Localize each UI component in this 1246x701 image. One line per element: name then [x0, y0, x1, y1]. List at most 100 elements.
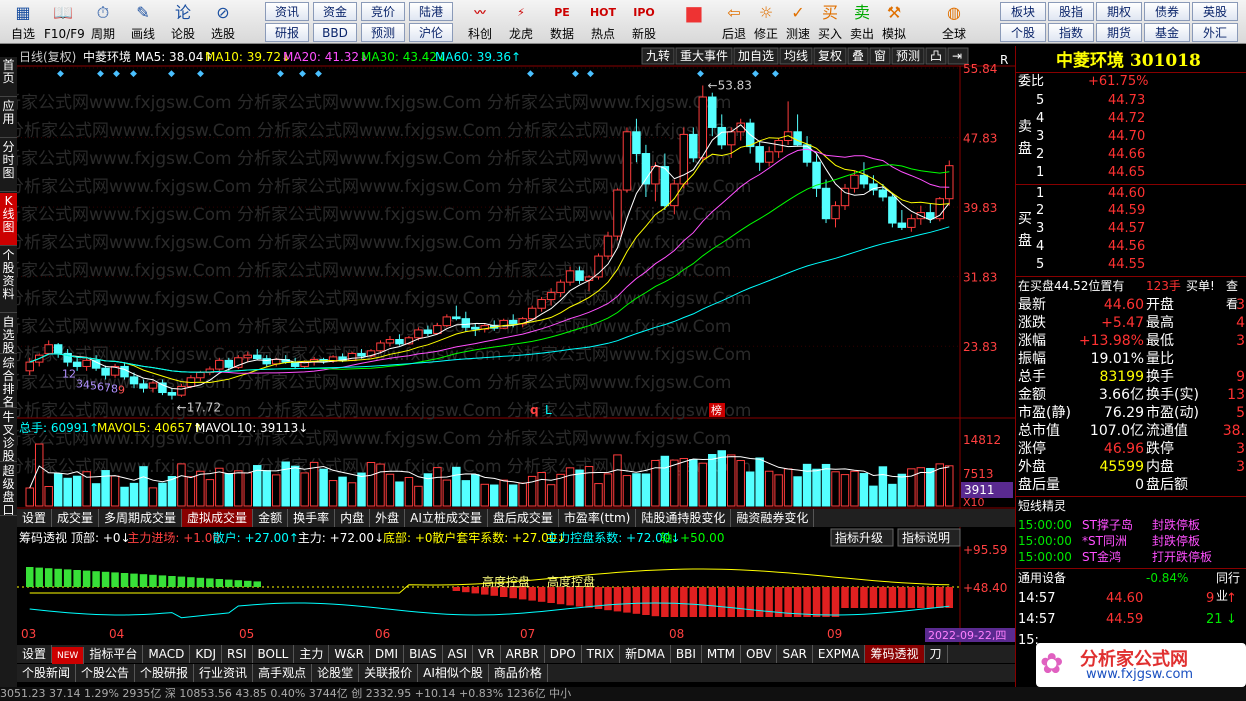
- toolbar-market-button[interactable]: 基金: [1144, 23, 1190, 42]
- industry-button[interactable]: 同行业: [1216, 571, 1241, 603]
- tab-item[interactable]: AI立桩成交量: [405, 509, 488, 527]
- chart-tool-button[interactable]: [891, 47, 925, 65]
- tab-item[interactable]: 陆股通持股变化: [636, 509, 732, 527]
- toolbar-grid-button[interactable]: 研报: [265, 23, 309, 42]
- toolbar-grid-button[interactable]: BBD: [313, 23, 357, 42]
- buy-level-row[interactable]: 4 44.56: [1016, 238, 1246, 256]
- toolbar-clock-button[interactable]: ⏱ 周期: [84, 0, 122, 44]
- tab-item[interactable]: ARBR: [501, 645, 545, 663]
- tab-item[interactable]: 关联报价: [359, 664, 419, 682]
- toolbar-grid-button[interactable]: 预测: [361, 23, 405, 42]
- toolbar-pe-button[interactable]: PE 数据: [542, 0, 582, 44]
- tab-item[interactable]: BIAS: [404, 645, 443, 663]
- tab-item[interactable]: AI相似个股: [418, 664, 489, 682]
- toolbar-market-button[interactable]: 期货: [1096, 23, 1142, 42]
- tab-item[interactable]: 外盘: [370, 509, 406, 527]
- chart-tool-button[interactable]: [813, 47, 847, 65]
- tab-item[interactable]: EXPMA: [813, 645, 866, 663]
- indicator-help-button[interactable]: [897, 528, 961, 547]
- buy-level-row[interactable]: 3 44.57: [1016, 220, 1246, 238]
- toolbar-market-button[interactable]: 期权: [1096, 2, 1142, 21]
- tab-item[interactable]: 指标平台: [84, 645, 144, 663]
- tab-item[interactable]: 设置: [17, 645, 53, 663]
- color-grid-button[interactable]: ■: [674, 0, 714, 44]
- sprite-row[interactable]: 15:00:00 ST金鸿 打开跌停板: [1016, 548, 1246, 566]
- toolbar-hammer-button[interactable]: ⚒ 模拟: [878, 0, 910, 44]
- toolbar-sell-button[interactable]: 卖卖出: [846, 0, 878, 44]
- sprite-row[interactable]: 15:00:00 ST撑子岛 封跌停板: [1016, 516, 1246, 534]
- left-nav-item[interactable]: 分时图: [0, 139, 17, 192]
- tab-item[interactable]: MACD: [143, 645, 191, 663]
- tab-item[interactable]: 个股公告: [76, 664, 136, 682]
- chart-tool-button[interactable]: [869, 47, 891, 65]
- toolbar-f10-button[interactable]: 📖 F10/F9: [44, 0, 85, 44]
- toolbar-dragon-button[interactable]: ⚡ 龙虎: [501, 0, 541, 44]
- toolbar-grid-button[interactable]: 沪伦: [409, 23, 453, 42]
- tab-item[interactable]: 个股研报: [135, 664, 195, 682]
- tab-item[interactable]: DPO: [545, 645, 582, 663]
- tab-item[interactable]: 高手观点: [253, 664, 313, 682]
- chart-tool-button[interactable]: [947, 47, 969, 65]
- toolbar-market-button[interactable]: 股指: [1048, 2, 1094, 21]
- toolbar-chart-button[interactable]: 〰科创: [460, 0, 500, 44]
- tab-item[interactable]: RSI: [222, 645, 253, 663]
- industry-row[interactable]: 通用设备 -0.84% 同行业: [1016, 568, 1246, 603]
- buy-level-row[interactable]: 5 44.55: [1016, 256, 1246, 274]
- tab-item[interactable]: VR: [473, 645, 501, 663]
- toolbar-market-button[interactable]: 英股: [1192, 2, 1238, 21]
- tab-item[interactable]: 内盘: [335, 509, 371, 527]
- sprite-title-row[interactable]: 短线精灵: [1016, 496, 1246, 514]
- tab-item[interactable]: BBI: [671, 645, 702, 663]
- tab-item[interactable]: 筹码透视: [865, 645, 925, 663]
- tab-item[interactable]: 虚拟成交量: [182, 509, 254, 527]
- toolbar-buy-button[interactable]: 买买入: [814, 0, 846, 44]
- toolbar-forum-button[interactable]: 论论股: [164, 0, 202, 44]
- tab-item[interactable]: BOLL: [253, 645, 295, 663]
- toolbar-market-button[interactable]: 指数: [1048, 23, 1094, 42]
- toolbar-market-button[interactable]: 外汇: [1192, 23, 1238, 42]
- tab-item[interactable]: 新DMA: [620, 645, 671, 663]
- toolbar-filter-button[interactable]: ⊘ 选股: [204, 0, 242, 44]
- toolbar-market-button[interactable]: 债券: [1144, 2, 1190, 21]
- toolbar-speed-button[interactable]: ✓ 测速: [782, 0, 814, 44]
- sell-level-row[interactable]: 2 44.66: [1016, 146, 1246, 164]
- sell-level-row[interactable]: 1 44.65: [1016, 164, 1246, 182]
- tab-item[interactable]: 设置: [17, 509, 53, 527]
- chart-tool-button[interactable]: [641, 47, 675, 65]
- tab-item[interactable]: 商品价格: [489, 664, 548, 682]
- tab-item[interactable]: W&R: [329, 645, 370, 663]
- chart-tool-button[interactable]: [733, 47, 779, 65]
- toolbar-back-button[interactable]: ⇦ 后退: [718, 0, 750, 44]
- tab-item[interactable]: 盘后成交量: [488, 509, 559, 527]
- left-nav-item[interactable]: 应用: [0, 98, 17, 138]
- tab-item[interactable]: TRIX: [582, 645, 621, 663]
- tab-item[interactable]: MTM: [702, 645, 741, 663]
- tab-item[interactable]: 行业资讯: [194, 664, 254, 682]
- tab-item[interactable]: 主力: [294, 645, 330, 663]
- toolbar-grid-button[interactable]: 陆港: [409, 2, 453, 21]
- tab-item[interactable]: KDJ: [190, 645, 222, 663]
- toolbar-star-button[interactable]: ▦ 自选: [4, 0, 42, 44]
- left-nav-item[interactable]: 自选股: [0, 314, 17, 355]
- tab-item[interactable]: OBV: [741, 645, 778, 663]
- left-nav-item[interactable]: 超级盘口: [0, 463, 17, 517]
- buy-level-row[interactable]: 1 44.60: [1016, 184, 1246, 202]
- indicator-upgrade-button[interactable]: [830, 528, 894, 547]
- left-nav-item[interactable]: 牛叉诊股: [0, 409, 17, 463]
- toolbar-hot-button[interactable]: HOT 热点: [583, 0, 623, 44]
- toolbar-globe-button[interactable]: ◍ 全球: [938, 0, 970, 44]
- left-nav-item[interactable]: 首页: [0, 57, 17, 97]
- toolbar-grid-button[interactable]: 资金: [313, 2, 357, 21]
- chart-area[interactable]: 日线(复权) 中菱环境 MA5: 38.04↑ MA10: 39.72↓ MA20: 4…: [0, 46, 1015, 646]
- tab-item[interactable]: 融资融券变化: [731, 509, 815, 527]
- left-nav-item[interactable]: 个股资料: [0, 247, 17, 313]
- toolbar-grid-button[interactable]: 竞价: [361, 2, 405, 21]
- chart-tool-button[interactable]: [847, 47, 869, 65]
- tab-item[interactable]: 金额: [253, 509, 289, 527]
- sprite-row[interactable]: 15:00:00 *ST同洲 封跌停板: [1016, 532, 1246, 550]
- tab-item[interactable]: 换手率: [288, 509, 336, 527]
- big-trade-row[interactable]: 在买盘44.52位置有 123手 买单! 查看: [1016, 276, 1246, 311]
- toolbar-ipo-button[interactable]: IPO 新股: [624, 0, 664, 44]
- sell-level-row[interactable]: 5 44.73: [1016, 92, 1246, 110]
- tab-item[interactable]: SAR: [777, 645, 813, 663]
